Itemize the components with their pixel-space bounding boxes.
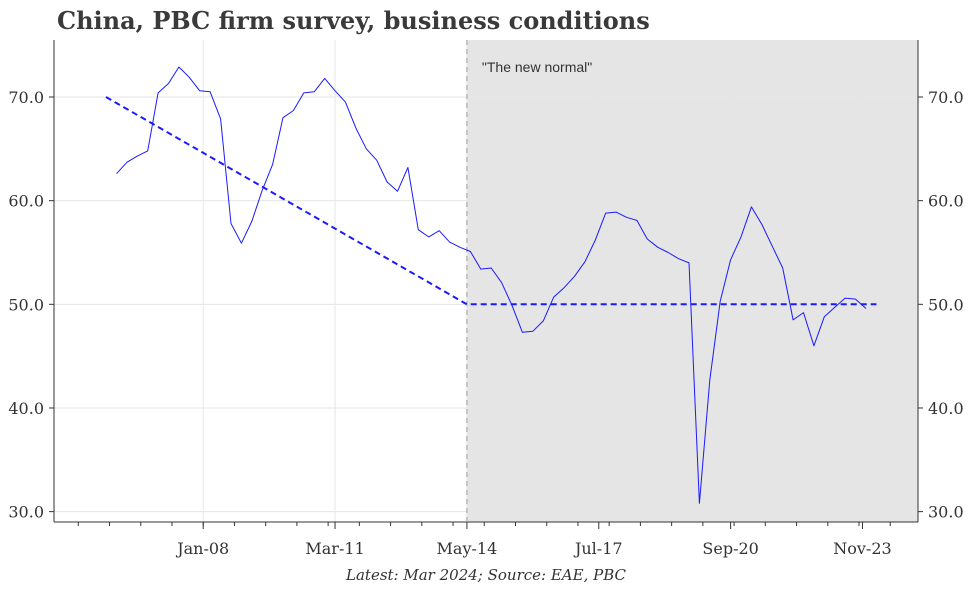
y-tick-label-left: 30.0 xyxy=(8,503,44,522)
y-tick-label-right: 30.0 xyxy=(928,503,964,522)
chart-title: China, PBC firm survey, business conditi… xyxy=(57,6,650,35)
y-tick-label-left: 40.0 xyxy=(8,399,44,418)
y-tick-label-left: 70.0 xyxy=(8,88,44,107)
y-tick-label-right: 60.0 xyxy=(928,192,964,211)
business-conditions-line xyxy=(116,66,867,504)
shaded-region xyxy=(466,40,918,522)
x-tick-label: Jan-08 xyxy=(175,539,229,558)
y-tick-label-right: 50.0 xyxy=(928,295,964,314)
x-tick-label: May-14 xyxy=(437,539,498,558)
x-tick-label: Mar-11 xyxy=(305,539,364,558)
chart-caption: Latest: Mar 2024; Source: EAE, PBC xyxy=(346,566,626,584)
annotation-new-normal: "The new normal" xyxy=(482,59,592,75)
y-tick-label-left: 50.0 xyxy=(8,295,44,314)
y-tick-label-right: 40.0 xyxy=(928,399,964,418)
x-tick-label: Nov-23 xyxy=(833,539,891,558)
x-tick-label: Sep-20 xyxy=(702,539,758,558)
x-tick-label: Jul-17 xyxy=(573,539,623,558)
y-tick-label-right: 70.0 xyxy=(928,88,964,107)
y-tick-label-left: 60.0 xyxy=(8,192,44,211)
